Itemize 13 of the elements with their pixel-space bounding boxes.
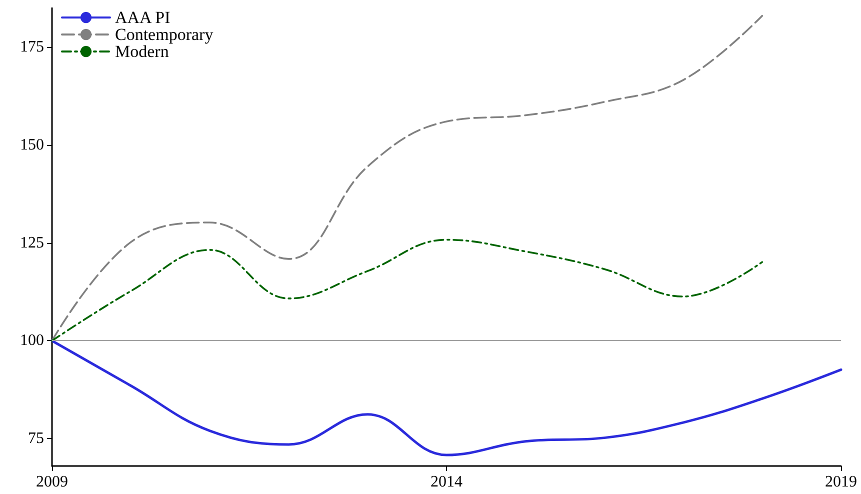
y-tick-label: 175 — [20, 38, 44, 56]
y-tick-label: 100 — [20, 332, 44, 350]
legend-label: Modern — [115, 42, 170, 61]
y-tick-label: 75 — [28, 430, 44, 448]
y-tick-label: 150 — [20, 136, 44, 154]
x-tick-label: 2014 — [430, 474, 462, 490]
y-tick-label: 125 — [20, 234, 44, 252]
legend-label: Contemporary — [115, 25, 214, 44]
x-tick-label: 2009 — [36, 474, 68, 490]
legend-label: AAA PI — [115, 8, 171, 27]
line-series — [50, 339, 842, 456]
line-series — [51, 238, 763, 342]
x-tick-label: 2019 — [825, 474, 857, 490]
